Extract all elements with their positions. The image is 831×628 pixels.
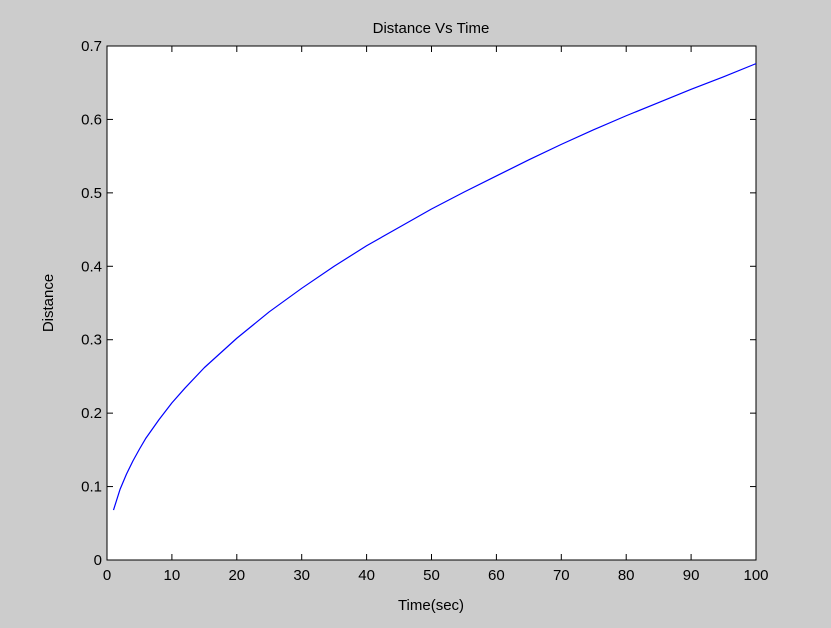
chart-title: Distance Vs Time: [373, 20, 490, 37]
series-line-0: [112, 63, 757, 511]
y-tick-label: 0.7: [81, 38, 102, 55]
x-tick-label: 70: [553, 567, 570, 584]
x-tick-label: 90: [683, 567, 700, 584]
y-tick-label: 0.5: [81, 185, 102, 202]
x-tick-label: 20: [228, 567, 245, 584]
x-tick-label: 40: [358, 567, 375, 584]
x-axis-label: Time(sec): [398, 597, 464, 614]
x-tick-label: 100: [743, 567, 768, 584]
x-tick-label: 0: [103, 567, 111, 584]
x-tick-label: 30: [293, 567, 310, 584]
series-layer: [112, 63, 757, 511]
y-tick-label: 0.1: [81, 479, 102, 496]
y-tick-label: 0.2: [81, 405, 102, 422]
y-axis-label: Distance: [40, 274, 57, 332]
x-tick-label: 50: [423, 567, 440, 584]
y-tick-label: 0.4: [81, 258, 102, 275]
axis-tick-labels: 0 10 20 30 40 50 60 70 80 90 100 0 0.1 0.2 0.3 0.4 0.5 0.…: [81, 38, 768, 584]
axis-ticks: [106, 45, 757, 561]
y-tick-label: 0.3: [81, 332, 102, 349]
x-tick-label: 60: [488, 567, 505, 584]
x-tick-label: 80: [618, 567, 635, 584]
y-tick-label: 0: [94, 552, 102, 569]
y-tick-label: 0.6: [81, 111, 102, 128]
x-tick-label: 10: [164, 567, 181, 584]
plot-area: [106, 45, 757, 561]
